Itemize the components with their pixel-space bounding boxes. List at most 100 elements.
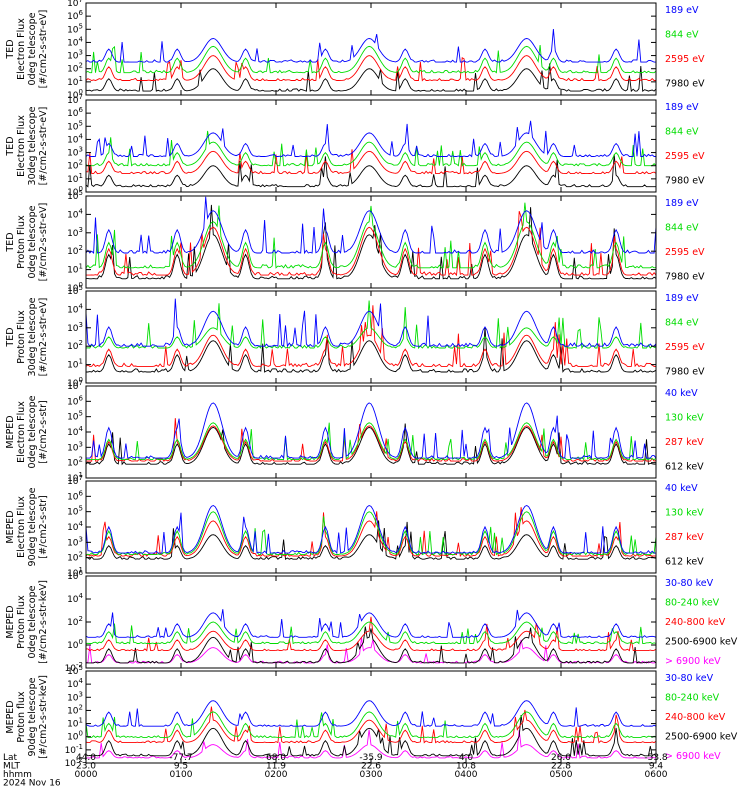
y-axis-label: Electron Flux (16, 115, 27, 177)
series-line-1-1 (85, 63, 657, 93)
series-line-2-3 (85, 130, 657, 167)
panel-6: 101 102 103 104 105 106 107 MEPED Electron Flux 9… (5, 474, 704, 579)
y-tick-label: 101 (67, 566, 83, 579)
footer-value: 0300 (360, 770, 383, 780)
y-tick-label: 105 (67, 410, 83, 423)
y-axis-label: TED (5, 327, 16, 347)
y-tick-label: 102 (67, 456, 83, 469)
y-tick-label: 103 (67, 321, 83, 334)
footer-value: 68.0 (266, 753, 286, 763)
y-tick-label: 101 (67, 717, 83, 730)
y-axis-label: [#/cm2-s-str] (38, 400, 49, 463)
legend-entry: 287 keV (665, 437, 704, 448)
y-tick-label: 104 (67, 207, 83, 220)
legend-entry: 189 eV (665, 293, 699, 304)
y-tick-label: 103 (67, 226, 83, 239)
y-tick-label: 103 (67, 440, 83, 453)
series-line-8-1 (86, 729, 657, 759)
y-tick-label: 104 (67, 35, 83, 48)
series-line-7-5 (85, 609, 657, 638)
y-axis-label: 90deg telescope (27, 487, 38, 566)
y-axis-label: TED (5, 136, 16, 156)
y-axis-label: Proton Flux (16, 310, 27, 364)
y-tick-label: 100 (67, 638, 83, 651)
y-tick-label: 101 (67, 471, 83, 484)
plot-frame (85, 480, 657, 574)
y-tick-label: 105 (67, 505, 83, 518)
y-axis-label: MEPED (5, 415, 16, 448)
y-tick-label: 10-2 (65, 756, 83, 769)
series-line-8-5 (85, 700, 657, 728)
series-line-2-4 (85, 120, 656, 158)
y-tick-label: 104 (67, 425, 83, 438)
panel-3: 100 101 102 103 104 105 TED Proton Flux 0deg tel… (5, 189, 705, 294)
y-tick-label: 104 (67, 302, 83, 315)
legend-entry: 7980 eV (665, 367, 705, 378)
y-axis-label: MEPED (5, 510, 16, 543)
y-axis-label: MEPED (5, 605, 16, 638)
series-line-8-4 (85, 711, 657, 739)
footer-row-label: MLT (3, 762, 21, 772)
footer-value: 0200 (265, 770, 288, 780)
y-tick-label: 101 (67, 172, 83, 185)
series-line-5-4 (86, 402, 657, 460)
footer-value: 22.8 (551, 762, 571, 772)
y-tick-label: 100 (67, 185, 83, 198)
legend-entry: 2595 eV (665, 247, 705, 258)
legend-entry: 612 keV (665, 557, 704, 568)
y-tick-label: 106 (67, 106, 83, 119)
y-tick-label: 10-1 (65, 743, 83, 756)
footer-value: 26.0 (551, 753, 571, 763)
y-axis-label: MEPED (5, 700, 16, 733)
series-line-6-2 (85, 507, 657, 558)
legend-entry: 7980 eV (665, 272, 705, 283)
plot-frame (85, 99, 657, 193)
y-tick-label: 107 (67, 0, 83, 9)
y-tick-label: 102 (67, 703, 83, 716)
y-tick-label: 104 (67, 592, 83, 605)
legend-entry: 240-800 keV (665, 712, 726, 723)
series-line-2-2 (85, 149, 657, 175)
y-axis-label: [#/cm2-s-str-eV] (38, 298, 49, 377)
series-line-4-2 (85, 305, 656, 368)
y-axis-label: 0deg telescope (27, 585, 38, 658)
footer-row-label: hhmm (3, 770, 32, 780)
y-tick-label: 102 (67, 159, 83, 172)
footer-value: -35.9 (359, 753, 383, 763)
y-axis-label: 0deg telescope (27, 205, 38, 278)
y-tick-label: 101 (67, 263, 83, 276)
y-tick-label: 103 (67, 690, 83, 703)
legend-entry: 240-800 keV (665, 617, 726, 628)
y-tick-label: 106 (67, 489, 83, 502)
y-axis-label: Proton Flux (16, 215, 27, 269)
series-line-7-3 (86, 616, 657, 652)
y-axis-label: [#/cm2-s-str-keV] (38, 580, 49, 664)
footer-value: 9.4 (649, 762, 664, 772)
legend-entry: 7980 eV (665, 79, 705, 90)
y-axis-label: Electron Flux (16, 496, 27, 558)
y-tick-label: 103 (67, 146, 83, 159)
series-line-1-2 (85, 55, 656, 82)
series-line-3-1 (85, 204, 657, 280)
legend-entry: 30-80 keV (665, 673, 714, 684)
series-line-7-1 (85, 637, 657, 664)
series-line-5-1 (85, 423, 657, 466)
y-axis-label: 30deg telescope (27, 297, 38, 376)
series-line-2-1 (85, 154, 656, 188)
y-tick-label: 102 (67, 62, 83, 75)
legend-entry: 287 keV (665, 532, 704, 543)
legend-entry: 130 keV (665, 508, 704, 519)
y-axis-label: 0deg telescope (27, 395, 38, 468)
footer-value: 0500 (550, 770, 573, 780)
y-tick-label: 102 (67, 615, 83, 628)
footer-value: 0400 (455, 770, 478, 780)
series-line-8-2 (85, 714, 657, 757)
legend-entry: 80-240 keV (665, 598, 720, 609)
y-axis-label: TED (5, 232, 16, 252)
y-tick-label: 103 (67, 49, 83, 62)
footer-row-label: Lat (3, 753, 18, 763)
footer-value: 0100 (170, 770, 193, 780)
